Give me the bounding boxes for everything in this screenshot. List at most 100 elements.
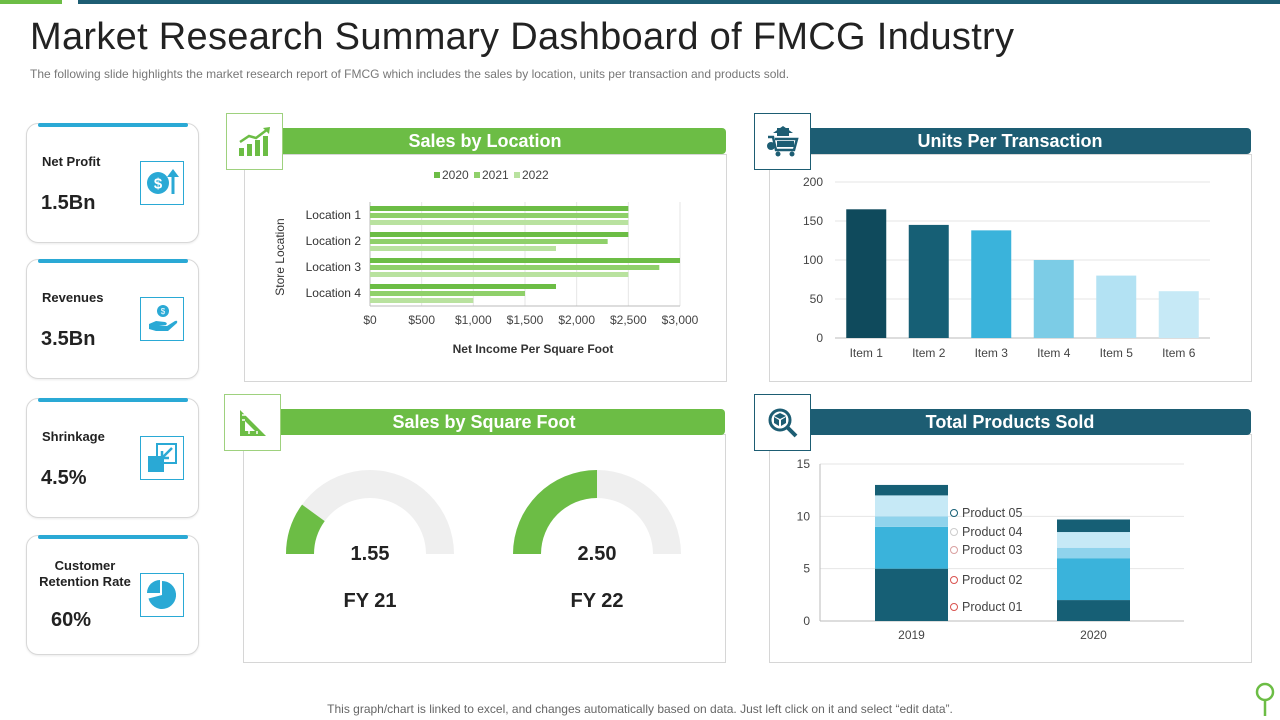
x-tick-label: 2020 (1080, 628, 1107, 642)
kpi-label: Revenues (42, 290, 104, 305)
stacked-bar-segment (875, 484, 948, 496)
stacked-bar-segment (1057, 600, 1130, 621)
x-tick-label: $1,000 (455, 313, 492, 327)
kpi-accent (38, 259, 188, 263)
kpi-accent (38, 123, 188, 127)
products-title: Total Products Sold (769, 409, 1251, 435)
stacked-bar-segment (875, 516, 948, 527)
x-tick-label: Item 3 (975, 346, 1009, 360)
stacked-bar-segment (1057, 558, 1130, 601)
bar (370, 258, 680, 263)
magnifier-box-icon (754, 394, 811, 451)
bar (1033, 260, 1074, 338)
gauge-track (286, 470, 454, 554)
x-tick-label: Item 1 (850, 346, 884, 360)
kpi-card-shrinkage[interactable]: Shrinkage 4.5% (26, 398, 199, 518)
legend-label: Product 04 (962, 525, 1023, 539)
bar (1096, 275, 1137, 338)
legend-label: 2022 (522, 168, 549, 182)
x-tick-label: Item 4 (1037, 346, 1071, 360)
bar (370, 298, 474, 303)
kpi-label: Net Profit (42, 154, 101, 169)
x-tick-label: $3,000 (662, 313, 699, 327)
kpi-value: 3.5Bn (41, 328, 96, 350)
kpi-label: Customer Retention Rate (39, 558, 131, 589)
category-label: Location 2 (306, 234, 362, 248)
bar (908, 224, 949, 338)
kpi-accent (38, 535, 188, 539)
y-tick-label: 100 (803, 253, 823, 267)
kpi-card-retention[interactable]: Customer Retention Rate 60% (26, 535, 199, 655)
kpi-value: 60% (51, 609, 92, 631)
gauge-label: FY 21 (344, 590, 397, 612)
products-chart: 0 5 10 15 2019 2020 Product 01 Product 02 Produc… (797, 457, 1184, 642)
kpi-accent (38, 398, 188, 402)
x-tick-label: 2019 (898, 628, 925, 642)
footer-note: This graph/chart is linked to excel, and… (327, 702, 953, 716)
gauge-label: FY 22 (571, 590, 624, 612)
y-tick-label: 0 (803, 614, 810, 628)
y-tick-label: 150 (803, 214, 823, 228)
bar (370, 265, 660, 270)
gauge-fill (286, 504, 325, 554)
bar (370, 239, 608, 244)
kpi-value: 1.5Bn (41, 192, 96, 214)
y-tick-label: 5 (803, 562, 810, 576)
kpi-value: 4.5% (41, 467, 87, 489)
products-panel (769, 434, 1252, 663)
svg-text:$: $ (154, 176, 163, 193)
category-label: Location 4 (306, 286, 362, 300)
sales-location-title: Sales by Location (244, 128, 726, 154)
kpi-card-net-profit[interactable]: Net Profit 1.5Bn $ (26, 123, 199, 243)
gauge-value: 1.55 (351, 543, 390, 565)
bar (971, 230, 1012, 338)
svg-text:$: $ (161, 307, 166, 316)
sales-location-chart: 2020 2021 2022 $0 $500 $1,000 $1,500 $2,000 $2,5… (273, 168, 699, 356)
x-tick-label: $2,500 (610, 313, 647, 327)
stacked-bar-segment (875, 495, 948, 517)
x-tick-label: Item 5 (1100, 346, 1134, 360)
legend-marker (950, 546, 958, 554)
set-square-icon (224, 394, 281, 451)
stacked-bar-segment (875, 568, 948, 621)
kpi-label: Shrinkage (42, 429, 105, 444)
stacked-bar-segment (1057, 547, 1130, 559)
category-label: Location 3 (306, 260, 362, 274)
y-tick-label: 200 (803, 175, 823, 189)
x-tick-label: Item 2 (912, 346, 946, 360)
sales-sqft-title: Sales by Square Foot (243, 409, 725, 435)
growth-chart-icon (226, 113, 283, 170)
units-title: Units Per Transaction (769, 128, 1251, 154)
bar (370, 206, 629, 211)
legend-swatch (514, 172, 520, 178)
gauge-value: 2.50 (578, 543, 617, 565)
shrink-arrow-icon (140, 436, 184, 480)
legend-label: Product 03 (962, 543, 1023, 557)
x-tick-label: $500 (408, 313, 435, 327)
x-tick-label: $2,000 (558, 313, 595, 327)
legend-swatch (434, 172, 440, 178)
bar (370, 291, 525, 296)
legend-label: Product 01 (962, 600, 1023, 614)
brand-logo-icon (1255, 682, 1275, 716)
legend-marker (950, 576, 958, 584)
bar (1158, 291, 1199, 338)
legend-marker (950, 509, 958, 517)
units-chart: 0 50 100 150 200 Item 1 Item 2 Item 3 Item 4 Item… (803, 175, 1210, 360)
kpi-card-revenues[interactable]: Revenues 3.5Bn $ (26, 259, 199, 379)
sales-sqft-panel (243, 434, 726, 663)
legend-label: 2021 (482, 168, 509, 182)
x-tick-label: Item 6 (1162, 346, 1196, 360)
gauge-fill (513, 470, 597, 554)
pie-chart-icon (140, 573, 184, 617)
legend-label: Product 02 (962, 573, 1023, 587)
top-accent-green (0, 0, 62, 4)
legend-marker (950, 528, 958, 536)
y-tick-label: 50 (810, 292, 824, 306)
stacked-bar-segment (875, 526, 948, 569)
legend-swatch (474, 172, 480, 178)
page-title: Market Research Summary Dashboard of FMC… (30, 16, 1015, 58)
page-subtitle: The following slide highlights the marke… (30, 67, 790, 81)
bar (370, 220, 629, 225)
x-axis-title: Net Income Per Square Foot (453, 342, 614, 356)
